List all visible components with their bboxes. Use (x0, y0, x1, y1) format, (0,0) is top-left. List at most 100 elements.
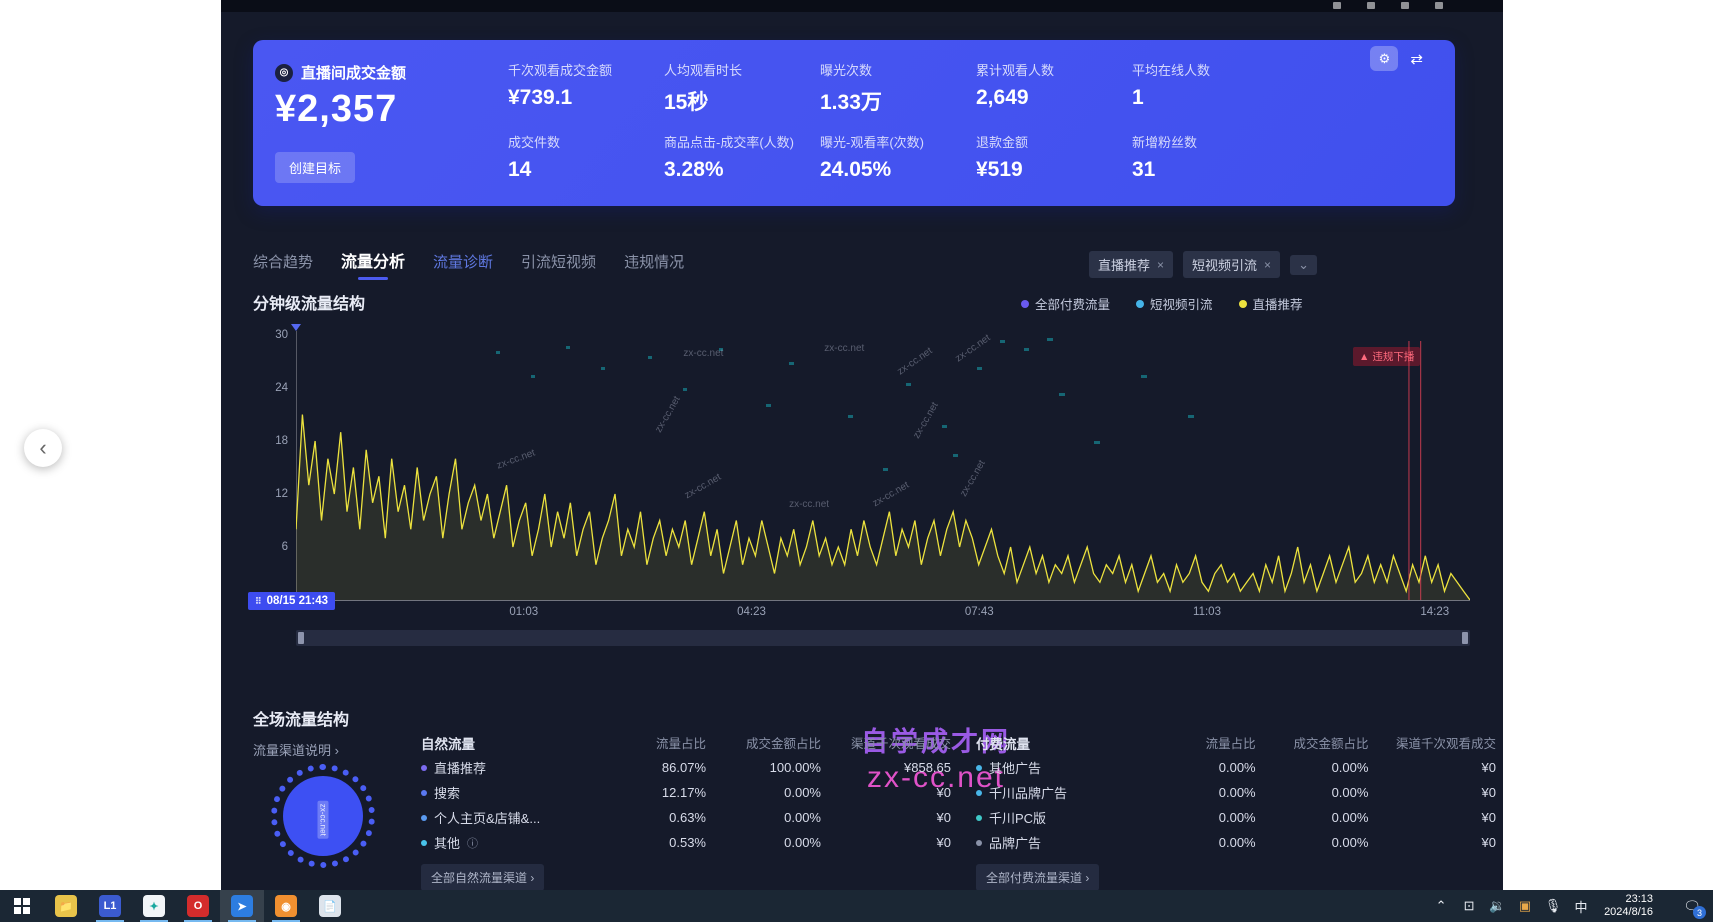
create-goal-button[interactable]: 创建目标 (275, 152, 356, 183)
metric-2: 曝光次数 1.33万 (820, 60, 976, 132)
metric-label: 商品点击-成交率(人数) (664, 135, 794, 150)
summary-card: ◎ 直播间成交金额 ¥2,357 创建目标 千次观看成交金额 ¥739.1 人均观看… (253, 40, 1455, 206)
tab-综合趋势[interactable]: 综合趋势 (253, 254, 314, 271)
tab-违规情况[interactable]: 违规情况 (624, 254, 685, 271)
chart-scatter-mark (1059, 393, 1066, 397)
metric-1: 人均观看时长 15秒 (664, 60, 820, 132)
taskbar-icon-app-l1[interactable]: L1 (88, 890, 132, 922)
tab-引流短视频[interactable]: 引流短视频 (521, 254, 597, 271)
row-channel-name: 其他广告 (976, 758, 1158, 777)
ime-indicator[interactable]: 中 (1574, 899, 1588, 915)
row-gpm: ¥0 (936, 835, 951, 850)
notification-center-icon[interactable]: 🗨 3 (1675, 890, 1709, 922)
x-tick-11:03: 11:03 (1193, 606, 1221, 618)
legend-item-直播推荐[interactable]: 直播推荐 (1238, 294, 1303, 313)
microphone-icon[interactable]: 🎙 (1544, 898, 1562, 913)
taskbar-icon-notepad[interactable]: 📄 (308, 890, 352, 922)
metric-label: 累计观看人数 (976, 63, 1055, 78)
session-structure-title: 全场流量结构 (253, 712, 350, 729)
table-footer-link[interactable]: 全部付费流量渠道 › (976, 864, 1100, 890)
y-tick-30: 30 (275, 329, 288, 341)
taskbar-icon-app-teal[interactable]: ✦ (132, 890, 176, 922)
metric-label: 曝光-观看率(次数) (820, 135, 924, 150)
metric-value: 15秒 (664, 91, 709, 114)
metrics-grid: 千次观看成交金额 ¥739.1 人均观看时长 15秒 曝光次数 1.33万 累计观看人数 2,… (508, 60, 1288, 204)
legend-label: 短视频引流 (1150, 298, 1213, 312)
table-row: 搜索 12.17% 0.00% ¥0 (421, 780, 951, 805)
row-channel-name: 个人主页&店铺&... (421, 808, 606, 827)
chart-scatter-mark (765, 403, 771, 407)
chart-start-time-chip[interactable]: ⠿ 08/15 21:43 (248, 592, 335, 610)
table-row: 其他 ⓘ 0.53% 0.00% ¥0 (421, 830, 951, 855)
channel-note-link[interactable]: 流量渠道说明 › (253, 743, 339, 758)
metric-3: 累计观看人数 2,649 (976, 60, 1132, 132)
table-header-row: 自然流量 流量占比 成交金额占比 渠道千次观看成交 (421, 730, 951, 755)
metric-label: 人均观看时长 (664, 63, 743, 78)
taskbar-time: 23:13 (1625, 893, 1653, 905)
brush-right-handle[interactable] (1462, 632, 1468, 644)
chart-scatter-mark (941, 425, 947, 429)
metric-label: 新增粉丝数 (1132, 135, 1198, 150)
y-tick-24: 24 (275, 382, 288, 394)
chevron-down-icon[interactable]: ⌄ (1290, 254, 1317, 275)
row-traffic-share: 86.07% (661, 760, 706, 775)
network-icon[interactable]: ⊡ (1463, 898, 1475, 913)
row-gmv-share: 0.00% (784, 810, 821, 825)
legend-item-全部付费流量[interactable]: 全部付费流量 (1021, 294, 1110, 313)
table-footer-link[interactable]: 全部自然流量渠道 › (421, 864, 545, 890)
metric-0: 千次观看成交金额 ¥739.1 (508, 60, 664, 132)
channel-label: 千川PC版 (989, 811, 1047, 826)
table-header-col: 流量占比 (655, 737, 706, 751)
channel-label: 搜索 (434, 786, 461, 801)
table-row: 品牌广告 0.00% 0.00% ¥0 (976, 830, 1496, 855)
tab-流量分析[interactable]: 流量分析 (341, 248, 405, 280)
taskbar-icon-app-orange[interactable]: ◉ (264, 890, 308, 922)
taskbar-icon-app-browser[interactable]: ➤ (220, 890, 264, 922)
volume-icon[interactable]: 🔉 (1488, 898, 1506, 913)
legend-item-短视频引流[interactable]: 短视频引流 (1136, 294, 1213, 313)
close-icon[interactable]: × (1264, 257, 1272, 272)
watermark-small: zx-cc.net (824, 342, 865, 354)
metric-label: 成交件数 (508, 135, 561, 150)
summary-card-title-row: ◎ 直播间成交金额 (275, 62, 406, 83)
y-tick-6: 6 (281, 541, 288, 553)
tray-expand-icon[interactable]: ⌃ (1435, 898, 1447, 913)
app-icon-app-teal: ✦ (143, 895, 165, 917)
frame-topbar (221, 0, 1503, 12)
windows-taskbar: 📁 L1 ✦ O ➤ ◉ 📄 ⌃ ⊡ 🔉 ▣ 🎙 中 23:13 2024/8/16 🗨 3 (0, 890, 1713, 922)
close-icon[interactable]: × (1157, 257, 1165, 272)
filter-chip-直播推荐[interactable]: 直播推荐 × (1089, 251, 1174, 278)
chart-scatter-mark (1047, 337, 1054, 341)
tab-流量诊断[interactable]: 流量诊断 (433, 254, 494, 271)
metric-value: 24.05% (820, 158, 892, 181)
taskbar-icon-explorer[interactable]: 📁 (44, 890, 88, 922)
brush-left-handle[interactable] (298, 632, 304, 644)
metric-value: 2,649 (976, 86, 1029, 109)
screenshot-tool-icon[interactable]: ▣ (1518, 898, 1532, 913)
swap-metrics-icon[interactable]: ⇄ (1410, 50, 1423, 68)
info-icon[interactable]: ⓘ (467, 837, 479, 850)
taskbar-icon-start[interactable] (0, 890, 44, 922)
chart-scatter-mark (530, 374, 535, 378)
chart-scatter-mark (883, 467, 888, 471)
back-button[interactable]: ‹ (24, 429, 62, 467)
taskbar-icon-app-opera[interactable]: O (176, 890, 220, 922)
violation-badge: ▲ 违规下播 (1353, 347, 1421, 366)
settings-gear-icon[interactable]: ⚙ (1370, 46, 1399, 71)
channel-label: 其他 (434, 836, 461, 851)
filter-chip-短视频引流[interactable]: 短视频引流 × (1183, 251, 1281, 278)
topbar-dot-icon (1401, 2, 1409, 9)
legend-dot-icon (1021, 299, 1029, 308)
row-traffic-share: 0.63% (669, 810, 706, 825)
x-axis-line (296, 600, 1470, 601)
y-tick-12: 12 (275, 488, 288, 500)
chart-scatter-mark (495, 350, 500, 354)
watermark-small: zx-cc.net (789, 499, 830, 511)
x-tick-14:23: 14:23 (1420, 606, 1450, 618)
taskbar-clock[interactable]: 23:13 2024/8/16 (1596, 893, 1661, 919)
chart-range-scrollbar[interactable] (296, 630, 1470, 646)
table-header-col: 成交金额占比 (745, 737, 821, 751)
metric-value: 1 (1132, 86, 1144, 109)
metric-value: ¥519 (976, 158, 1023, 181)
bullet-icon (421, 764, 427, 771)
